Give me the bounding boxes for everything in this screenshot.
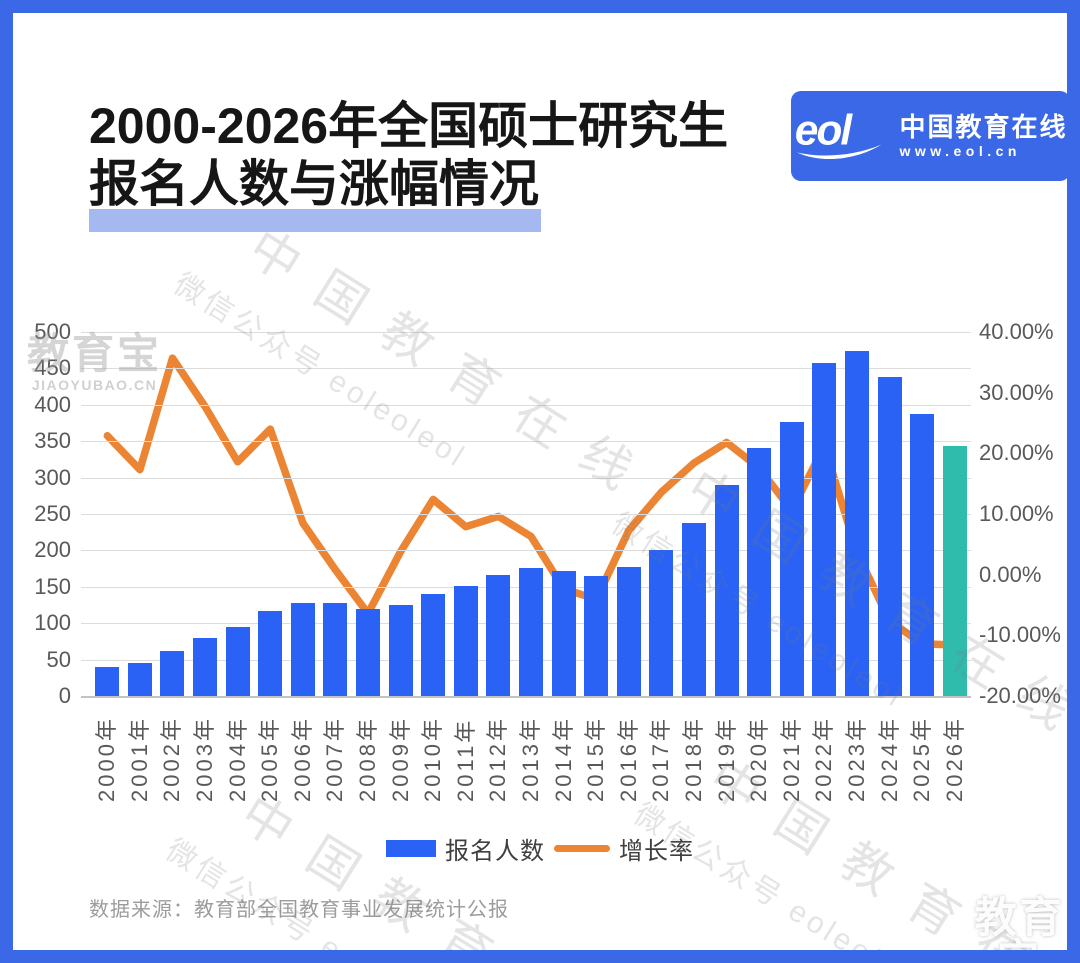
bar-2001 xyxy=(127,662,152,696)
secondary-axis-tick-label: 0.00% xyxy=(979,561,1042,587)
eol-logo-text: 中国教育在线 www.eol.cn xyxy=(899,113,1067,159)
y-axis-tick-label: 350 xyxy=(34,428,71,454)
gridline xyxy=(81,514,971,515)
x-axis-tick-label: 2018年 xyxy=(680,716,706,802)
bar-2015 xyxy=(584,575,609,696)
bar-2003 xyxy=(193,637,218,696)
x-axis-tick-label: 2019年 xyxy=(713,716,739,802)
legend-bar-swatch xyxy=(386,840,436,857)
x-axis-tick-label: 2012年 xyxy=(485,716,511,802)
bar-2014 xyxy=(551,570,576,696)
x-axis-tick-label: 2014年 xyxy=(550,716,576,802)
x-axis-tick-label: 2006年 xyxy=(289,716,315,802)
x-axis-tick-label: 2009年 xyxy=(387,716,413,802)
gridline xyxy=(81,696,971,698)
x-axis-tick-label: 2022年 xyxy=(811,716,837,802)
y-axis-tick-label: 100 xyxy=(34,610,71,636)
bar-2025 xyxy=(910,413,935,696)
bar-2020 xyxy=(747,447,772,696)
y-axis-tick-label: 450 xyxy=(34,355,71,381)
bar-2010 xyxy=(421,594,446,696)
page-title-line2: 报名人数与涨幅情况 xyxy=(89,156,539,212)
secondary-axis-tick-label: -10.00% xyxy=(979,622,1061,648)
bar-2011 xyxy=(453,585,478,696)
x-axis-tick-label: 2002年 xyxy=(159,716,185,802)
y-axis-tick-label: 150 xyxy=(34,573,71,599)
bar-2000 xyxy=(95,667,120,696)
secondary-axis-tick-label: 10.00% xyxy=(979,501,1054,526)
x-axis-tick-label: 2017年 xyxy=(648,716,674,802)
eol-logo: eol 中国教育在线 www.eol.cn xyxy=(791,91,1067,181)
y-axis-tick-label: 200 xyxy=(34,537,71,563)
x-axis-tick-label: 2016年 xyxy=(615,716,641,802)
x-axis-tick-label: 2000年 xyxy=(94,716,120,802)
x-axis-tick-label: 2007年 xyxy=(322,716,348,802)
bar-2017 xyxy=(649,549,674,696)
bar-2018 xyxy=(681,522,706,696)
svg-text:eol: eol xyxy=(795,107,853,154)
x-axis-tick-label: 2004年 xyxy=(224,716,250,802)
secondary-axis-tick-label: -20.00% xyxy=(979,683,1061,708)
gridline xyxy=(81,477,971,479)
x-axis-tick-label: 2020年 xyxy=(746,716,772,802)
bar-2012 xyxy=(486,575,511,696)
bar-2016 xyxy=(616,567,641,696)
bar-2013 xyxy=(519,567,543,696)
bar-2002 xyxy=(160,650,185,696)
bar-2024 xyxy=(877,377,902,696)
y-axis-tick-label: 500 xyxy=(34,319,71,344)
secondary-axis-tick-label: 40.00% xyxy=(979,319,1054,344)
bar-2006 xyxy=(290,603,315,696)
legend-line-swatch xyxy=(554,845,610,852)
bar-2004 xyxy=(225,627,250,696)
y-axis-tick-label: 300 xyxy=(34,464,71,490)
gridline xyxy=(81,441,971,443)
y-axis-tick-label: 250 xyxy=(34,501,71,526)
gridline xyxy=(81,332,971,333)
page-title-line1: 2000-2026年全国硕士研究生 xyxy=(89,98,729,154)
bar-2005 xyxy=(258,610,283,696)
x-axis-tick-label: 2011年 xyxy=(452,717,478,802)
secondary-axis-tick-label: 30.00% xyxy=(979,379,1054,405)
page-title: 2000-2026年全国硕士研究生 报名人数与涨幅情况 xyxy=(89,97,728,213)
chart-legend: 报名人数 增长率 xyxy=(13,831,1067,866)
x-axis-tick-label: 2005年 xyxy=(257,716,283,802)
bar-2008 xyxy=(356,608,381,696)
bar-2019 xyxy=(714,484,739,696)
x-axis-tick-label: 2024年 xyxy=(876,716,902,802)
eol-logo-url: www.eol.cn xyxy=(899,142,1021,159)
legend-bar-label: 报名人数 xyxy=(445,838,545,865)
x-axis-tick-label: 2008年 xyxy=(355,716,381,802)
x-axis-tick-label: 2026年 xyxy=(941,716,967,802)
bar-2023 xyxy=(844,350,869,696)
y-axis-tick-label: 400 xyxy=(34,391,71,417)
secondary-axis-tick-label: 20.00% xyxy=(979,440,1054,466)
x-axis-tick-label: 2023年 xyxy=(843,716,869,802)
bar-2026 xyxy=(942,446,967,696)
x-axis-tick-label: 2010年 xyxy=(420,716,446,802)
gridline xyxy=(81,404,971,406)
bar-2007 xyxy=(323,602,348,696)
gridline xyxy=(81,368,971,370)
eol-logo-icon: eol xyxy=(795,107,882,160)
gridline xyxy=(81,550,971,552)
bar-2021 xyxy=(779,421,804,696)
x-axis-tick-label: 2003年 xyxy=(192,716,218,802)
data-source-note: 数据来源：教育部全国教育事业发展统计公报 xyxy=(89,899,509,921)
chart: 0 50 100 150 200 250 300 350 400 450 500 40.00% 30.0… xyxy=(13,13,1067,950)
y-axis-tick-label: 50 xyxy=(46,646,71,672)
y-axis-tick-label: 0 xyxy=(58,683,71,708)
legend-line-label: 增长率 xyxy=(619,838,694,865)
x-axis-tick-label: 2021年 xyxy=(778,716,804,802)
x-axis-tick-label: 2015年 xyxy=(583,716,609,802)
title-highlight-bar xyxy=(89,209,541,232)
bar-2009 xyxy=(388,605,413,696)
x-axis-tick-label: 2001年 xyxy=(126,716,152,802)
bar-2022 xyxy=(812,363,837,696)
eol-logo-name: 中国教育在线 xyxy=(899,112,1068,142)
x-axis-tick-label: 2013年 xyxy=(518,716,543,802)
x-axis-tick-label: 2025年 xyxy=(909,716,935,802)
